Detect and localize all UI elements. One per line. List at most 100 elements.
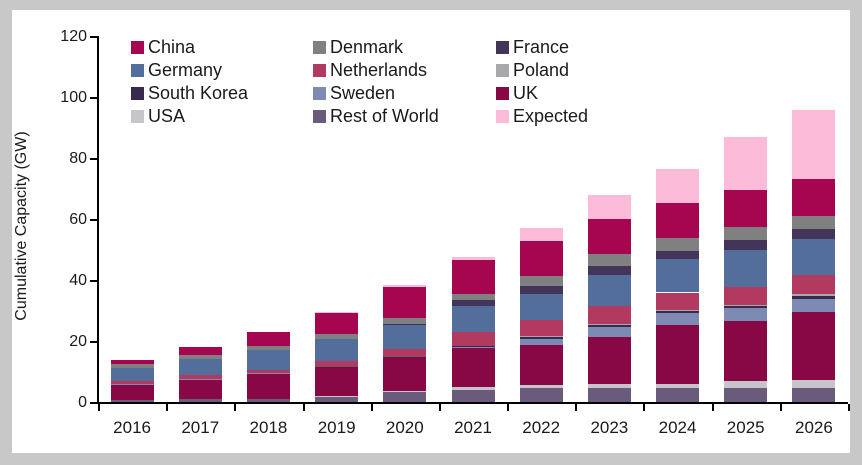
bar-segment-uk-2025 (724, 321, 768, 381)
bar-segment-uk-2020 (383, 357, 427, 391)
bar-segment-germany-2020 (383, 324, 427, 349)
bar-segment-expected-2019 (315, 312, 359, 314)
y-axis-tick (90, 280, 97, 282)
legend-label: Netherlands (330, 59, 428, 80)
x-tick-label-2022: 2022 (522, 418, 561, 437)
bar-segment-china-2016 (110, 359, 154, 365)
bar-segment-rest-of-world-2023 (587, 387, 631, 402)
bar-segment-uk-2019 (315, 367, 359, 396)
x-axis-tick (643, 404, 646, 411)
bar-segment-china-2020 (383, 287, 427, 319)
legend-item-usa: USA (131, 106, 185, 126)
bar-segment-china-2026 (792, 179, 836, 216)
bar-segment-rest-of-world-2018 (246, 398, 290, 402)
bar-segment-sweden-2021 (451, 346, 495, 348)
bar-segment-sweden-2025 (724, 308, 768, 322)
bar-segment-denmark-2026 (792, 215, 836, 229)
bar-segment-sweden-2024 (656, 313, 700, 326)
bar-segment-usa-2024 (656, 384, 700, 388)
bar-segment-denmark-2017 (178, 355, 222, 360)
bar-segment-netherlands-2019 (315, 360, 359, 367)
bar-segment-sweden-2026 (792, 298, 836, 312)
legend-swatch-france-icon (496, 40, 509, 54)
legend-item-expected: Expected (496, 106, 588, 126)
x-tick-label-2018: 2018 (249, 418, 288, 437)
bar-segment-usa-2020 (383, 390, 427, 393)
y-tick-label: 120 (60, 28, 87, 45)
bar-segment-germany-2021 (451, 306, 495, 332)
y-axis-tick (90, 402, 97, 404)
bar-segment-denmark-2025 (724, 226, 768, 241)
bar-segment-rest-of-world-2025 (724, 387, 768, 402)
y-tick-label: 60 (69, 211, 87, 228)
y-axis-tick (90, 341, 97, 343)
bar-segment-denmark-2021 (451, 294, 495, 301)
x-axis-tick (370, 404, 373, 411)
bar-segment-usa-2026 (792, 380, 836, 388)
legend-swatch-china-icon (131, 40, 144, 54)
bar-segment-netherlands-2023 (587, 306, 631, 324)
bar-segment-poland-2026 (792, 293, 836, 297)
x-tick-label-2019: 2019 (317, 418, 356, 437)
bar-segment-netherlands-2026 (792, 275, 836, 294)
bar-segment-china-2024 (656, 202, 700, 238)
bar-segment-china-2025 (724, 190, 768, 227)
bar-segment-south-korea-2024 (656, 311, 700, 314)
legend-label: UK (513, 82, 539, 103)
x-axis-tick (98, 404, 100, 411)
legend-label: Germany (148, 59, 223, 80)
bar-segment-poland-2023 (587, 323, 631, 325)
legend-label: USA (148, 105, 186, 126)
legend-item-denmark: Denmark (313, 37, 403, 57)
bar-segment-rest-of-world-2024 (656, 387, 700, 402)
chart-panel: Cumulative Capacity (GW) 0 20 40 60 80 100 120… (12, 10, 850, 453)
bar-segment-uk-2021 (451, 348, 495, 387)
legend-swatch-poland-icon (496, 63, 509, 77)
bar-segment-poland-2025 (724, 305, 768, 306)
x-axis-tick (302, 404, 305, 411)
y-tick-label: 0 (78, 394, 87, 411)
bar-segment-rest-of-world-2020 (383, 392, 427, 402)
bar-segment-rest-of-world-2026 (792, 387, 836, 402)
legend-label: France (513, 36, 570, 57)
y-axis-tick (90, 97, 97, 99)
bar-segment-netherlands-2016 (110, 380, 154, 384)
y-axis-tick (90, 219, 97, 221)
bar-segment-germany-2025 (724, 250, 768, 287)
legend-item-sweden: Sweden (313, 83, 395, 103)
legend-item-france: France (496, 37, 569, 57)
bar-segment-sweden-2022 (519, 338, 563, 345)
bar-segment-germany-2022 (519, 293, 563, 320)
bar-segment-denmark-2016 (110, 364, 154, 369)
y-tick-label: 100 (60, 89, 87, 106)
bar-segment-usa-2021 (451, 386, 495, 390)
bar-segment-sweden-2023 (587, 326, 631, 338)
bar-segment-uk-2016 (110, 384, 154, 401)
bar-segment-denmark-2022 (519, 276, 563, 287)
legend-swatch-netherlands-icon (313, 63, 326, 77)
legend-swatch-usa-icon (131, 109, 144, 123)
legend-label: Rest of World (330, 105, 439, 126)
bar-segment-usa-2025 (724, 380, 768, 388)
bar-segment-china-2021 (451, 260, 495, 295)
bar-segment-expected-2022 (519, 228, 563, 242)
legend-swatch-denmark-icon (313, 40, 326, 54)
bar-segment-france-2025 (724, 240, 768, 251)
x-axis-tick (779, 404, 782, 411)
legend-item-south-korea: South Korea (131, 83, 248, 103)
bar-segment-uk-2022 (519, 344, 563, 386)
bar-segment-denmark-2020 (383, 318, 427, 324)
bar-segment-usa-2023 (587, 384, 631, 388)
bar-segment-germany-2017 (178, 359, 222, 376)
bar-segment-uk-2026 (792, 311, 836, 381)
legend-label: Denmark (330, 36, 404, 57)
bar-segment-netherlands-2021 (451, 331, 495, 346)
bar-segment-expected-2024 (656, 168, 700, 203)
y-axis-line (97, 36, 99, 404)
legend-item-china: China (131, 37, 195, 57)
bar-segment-uk-2023 (587, 337, 631, 385)
legend-swatch-sweden-icon (313, 86, 326, 100)
bar-segment-germany-2024 (656, 259, 700, 293)
bar-segment-china-2019 (315, 313, 359, 335)
